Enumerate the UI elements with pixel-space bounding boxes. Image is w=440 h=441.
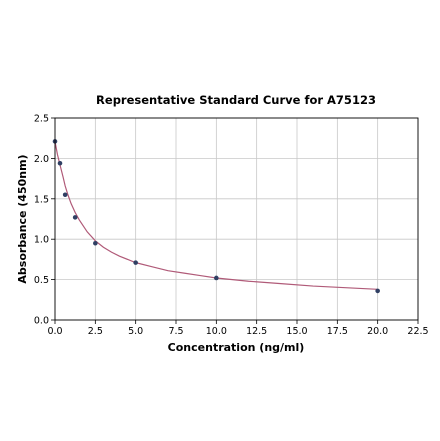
- y-axis-label: Absorbance (450nm): [16, 154, 29, 283]
- data-point: [62, 192, 68, 198]
- x-tick-label: 5.0: [128, 326, 143, 337]
- data-point: [93, 240, 98, 246]
- x-tick-label: 0.0: [47, 326, 62, 337]
- y-tick-label: 2.5: [34, 114, 49, 125]
- y-tick-label: 1.5: [34, 194, 49, 205]
- fit-curve: [54, 141, 378, 290]
- x-tick-label: 15.0: [286, 326, 307, 337]
- data-points: [52, 139, 380, 294]
- grid: [54, 117, 419, 321]
- fit-curve-layer: [54, 141, 378, 290]
- data-point: [57, 160, 63, 166]
- y-tick-label: 1.0: [34, 235, 49, 246]
- x-tick-label: 12.5: [246, 326, 267, 337]
- x-tick-label: 17.5: [327, 326, 348, 337]
- data-point: [133, 260, 138, 265]
- x-tick-label: 20.0: [367, 326, 388, 337]
- x-axis-label: Concentration (ng/ml): [168, 341, 305, 354]
- data-point: [72, 215, 78, 220]
- y-tick-label: 2.0: [34, 154, 49, 165]
- x-tick-label: 10.0: [206, 326, 227, 337]
- plot-area-frame: [54, 117, 419, 321]
- x-tick-label: 7.5: [168, 326, 183, 337]
- y-tick-label: 0.0: [34, 316, 49, 327]
- chart-title: Representative Standard Curve for A75123: [96, 93, 376, 107]
- x-tick-label: 2.5: [88, 326, 103, 337]
- axis-ticks: 0.0 2.5 5.0 7.5 10.0 12.5 15.0 17.5 20.0 22.5 0.0 0…: [34, 114, 429, 338]
- x-tick-label: 22.5: [407, 326, 428, 337]
- y-tick-label: 0.5: [34, 275, 49, 286]
- data-point: [214, 275, 219, 281]
- data-point: [375, 288, 380, 294]
